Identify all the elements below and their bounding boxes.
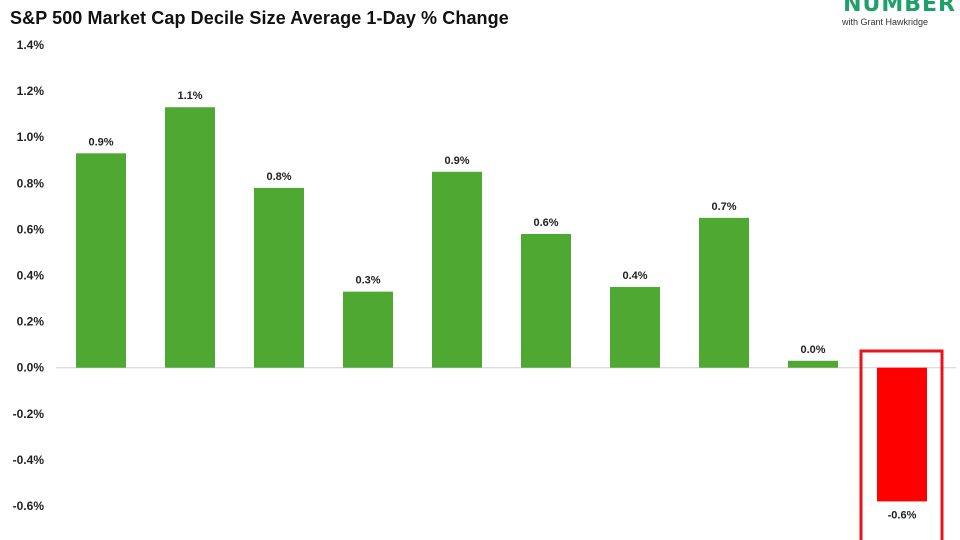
data-labels: 0.9% 1.1% 0.8% 0.3% 0.9% 0.6% 0.4% 0.7% 0.0% -0.6… [88,90,916,521]
bar-data-label: 0.7% [711,201,736,213]
bar [788,360,838,368]
bar [610,287,660,368]
highlight-layer [859,349,944,540]
y-tick-label: 0.2% [17,315,45,329]
bar [343,291,393,368]
bar-data-label: 0.8% [266,171,291,183]
y-axis: 1.4% 1.2% 1.0% 0.8% 0.6% 0.4% 0.2% 0.0% -0.2% -0.… [13,38,45,513]
bar [699,217,749,368]
bar-data-label: 0.9% [88,136,113,148]
bars [76,107,927,502]
bar [521,234,571,368]
brand-wordmark: NUMBER [843,0,956,17]
brand-logo: NUMBER with Grant Hawkridge [842,0,956,27]
y-tick-label: 0.6% [17,222,45,236]
bar-data-label: -0.6% [888,509,917,521]
bar-data-label: 1.1% [177,90,202,102]
bar [877,367,927,502]
y-tick-label: -0.2% [13,407,45,421]
bar [432,171,482,368]
bar-data-label: 0.3% [355,275,380,287]
bar [254,187,304,368]
y-tick-label: 1.2% [17,84,45,98]
bar-data-label: 0.0% [800,344,825,356]
y-tick-label: 1.0% [17,130,45,144]
y-tick-label: 0.0% [17,361,45,375]
y-tick-label: -0.6% [13,499,45,513]
y-tick-label: 0.4% [17,269,45,283]
bar [165,107,215,368]
bar-data-label: 0.4% [622,270,647,282]
bar-data-label: 0.6% [533,217,558,229]
bar [76,153,126,368]
chart-title: S&P 500 Market Cap Decile Size Average 1… [10,8,509,28]
y-tick-label: 1.4% [17,38,45,52]
highlight-box [859,349,944,540]
y-tick-label: -0.4% [13,453,45,467]
brand-subtitle: with Grant Hawkridge [841,17,928,27]
y-tick-label: 0.8% [17,176,45,190]
bar-data-label: 0.9% [444,155,469,167]
